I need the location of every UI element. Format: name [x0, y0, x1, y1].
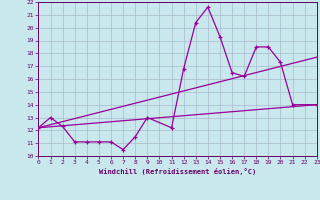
X-axis label: Windchill (Refroidissement éolien,°C): Windchill (Refroidissement éolien,°C) [99, 168, 256, 175]
